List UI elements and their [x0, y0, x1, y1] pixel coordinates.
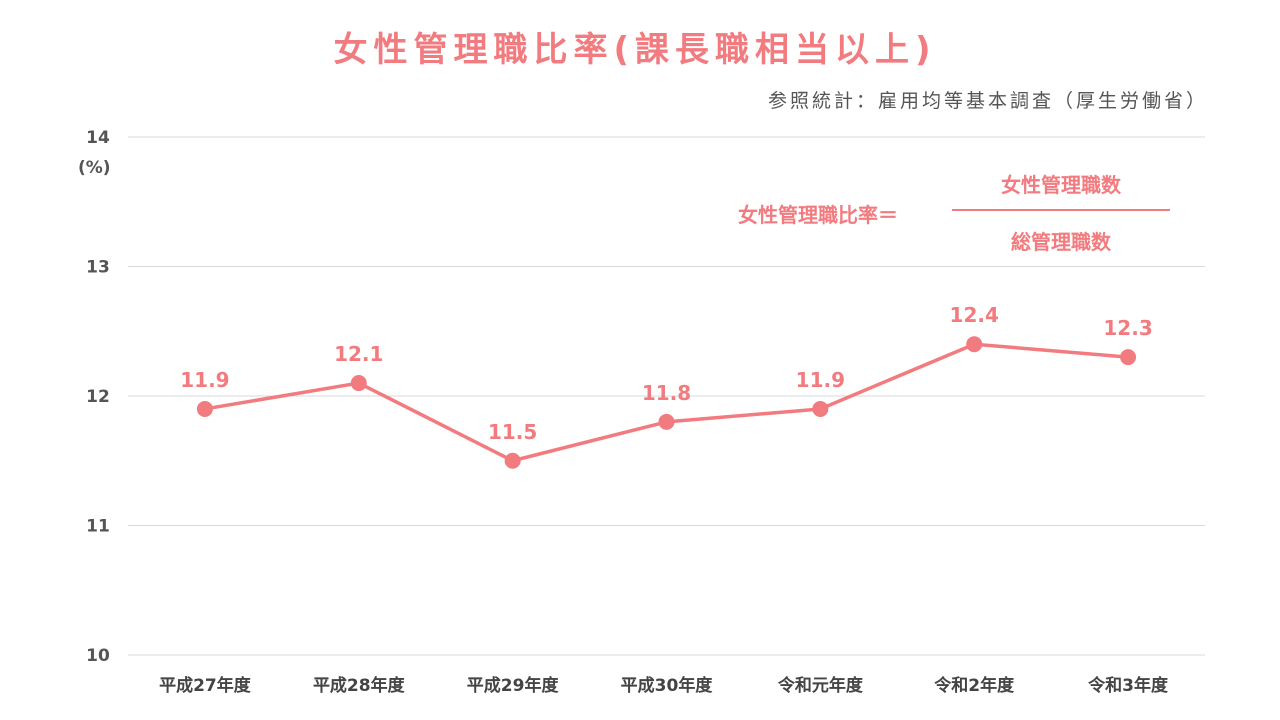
- data-point: [966, 336, 983, 353]
- data-label: 11.9: [796, 368, 845, 392]
- formula-numerator: 女性管理職数: [1001, 173, 1121, 197]
- data-point: [658, 413, 675, 430]
- x-tick-label: 平成29年度: [467, 675, 560, 696]
- y-tick-label: 12: [86, 387, 110, 407]
- data-label: 12.3: [1103, 316, 1152, 340]
- data-point: [196, 400, 213, 417]
- data-label: 11.5: [488, 420, 537, 444]
- y-tick-label: 10: [86, 646, 110, 666]
- y-axis-unit: (%): [78, 158, 111, 178]
- data-label: 12.4: [950, 303, 999, 327]
- data-label: 11.9: [180, 368, 229, 392]
- y-tick-label: 13: [86, 258, 110, 278]
- y-tick-label: 14: [86, 128, 110, 148]
- formula-fraction-bar: [952, 209, 1170, 211]
- y-tick-label: 11: [86, 517, 110, 537]
- x-tick-label: 平成30年度: [621, 675, 714, 696]
- data-point: [350, 375, 367, 392]
- formula-label: 女性管理職比率＝: [738, 203, 898, 227]
- x-tick-label: 令和3年度: [1088, 675, 1169, 696]
- x-tick-label: 令和2年度: [934, 675, 1015, 696]
- data-point: [812, 400, 829, 417]
- data-point: [504, 452, 521, 469]
- data-point: [1120, 349, 1137, 366]
- x-tick-label: 平成27年度: [159, 675, 252, 696]
- data-label: 12.1: [334, 342, 383, 366]
- chart-title: 女性管理職比率(課長職相当以上): [333, 30, 937, 70]
- x-tick-label: 平成28年度: [313, 675, 406, 696]
- x-tick-label: 令和元年度: [778, 675, 864, 696]
- formula-denominator: 総管理職数: [1011, 230, 1111, 254]
- source-note: 参照統計：雇用均等基本調査（厚生労働省）: [767, 90, 1208, 112]
- data-label: 11.8: [642, 381, 691, 405]
